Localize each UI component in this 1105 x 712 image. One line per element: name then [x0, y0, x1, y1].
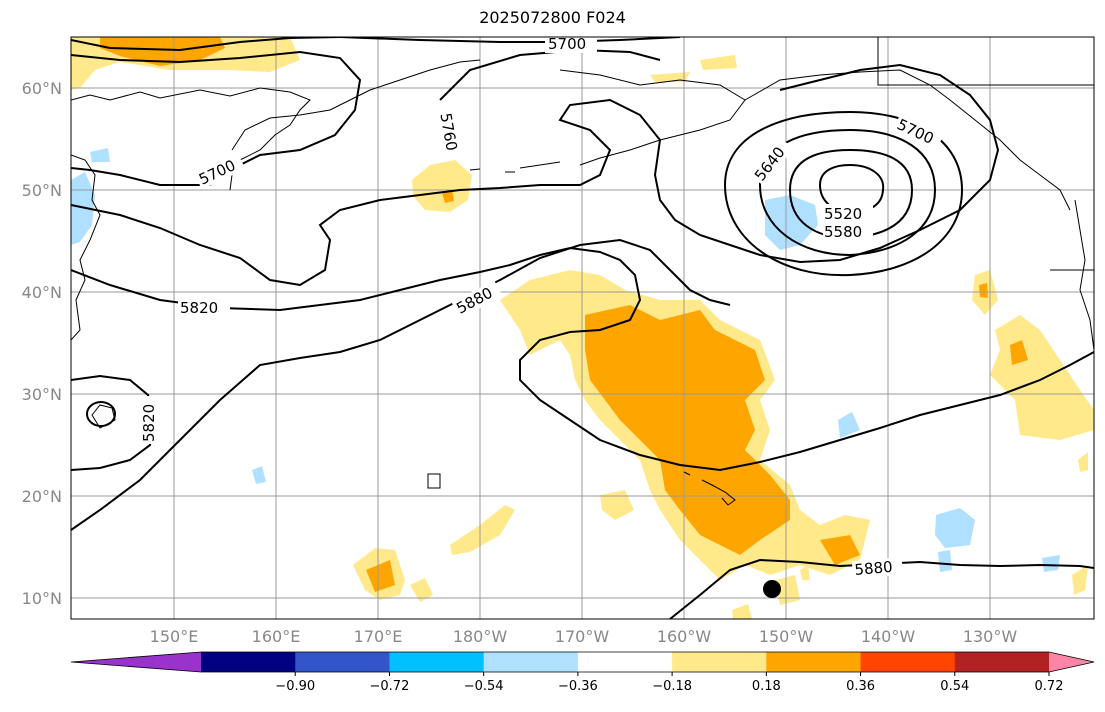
positive-anomaly-area — [700, 55, 737, 70]
negative-anomaly-area — [765, 195, 818, 250]
lat-label: 60°N — [22, 79, 62, 98]
colorbar-box — [389, 652, 485, 672]
positive-anomaly-area — [1072, 565, 1088, 595]
lon-label: 160°W — [657, 627, 712, 646]
lat-label: 10°N — [22, 589, 62, 608]
lon-label: 150°E — [150, 627, 199, 646]
lon-label: 150°W — [759, 627, 814, 646]
map-frame — [70, 36, 1095, 620]
lon-label: 180°W — [453, 627, 508, 646]
anomaly-shading — [71, 37, 1094, 619]
lon-label: 140°W — [861, 627, 916, 646]
lon-label: 170°E — [354, 627, 403, 646]
colorbar-tick-label: −0.90 — [275, 679, 315, 694]
contour-label: 5700 — [548, 35, 586, 53]
colorbar-tick-label: 0.54 — [940, 679, 969, 694]
contour-label: 5820 — [140, 404, 158, 442]
lon-label: 130°W — [963, 627, 1018, 646]
positive-anomaly-area — [410, 578, 433, 602]
colorbar-box — [860, 652, 956, 672]
contour-labels: 5700 5760 5700 5820 5880 5820 5640 — [140, 35, 944, 580]
contour-5820-closed — [86, 401, 116, 427]
negative-anomaly-area — [838, 412, 860, 438]
height-contours — [71, 37, 1094, 619]
colorbar: −0.90 −0.72 −0.54 −0.36 −0.18 0.18 0.36 0.54 0.7… — [70, 651, 1095, 694]
contour-5700-ring — [723, 110, 964, 277]
contour-5700-top — [339, 37, 681, 43]
contour-label: 5520 — [824, 205, 862, 223]
contour-5640-ring — [758, 128, 937, 257]
positive-anomaly-area — [800, 565, 810, 580]
lon-label: 170°W — [555, 627, 610, 646]
lat-label: 30°N — [22, 385, 62, 404]
colorbar-box — [766, 652, 862, 672]
contour-5820-mid — [71, 246, 1094, 472]
lat-label: 40°N — [22, 283, 62, 302]
strong-positive-anomaly-area — [1010, 340, 1028, 365]
contour-5760 — [71, 50, 362, 186]
colorbar-tick-label: −0.36 — [558, 679, 598, 694]
colorbar-tick-label: −0.72 — [370, 679, 410, 694]
contour-label: 5580 — [824, 223, 862, 241]
positive-anomaly-area — [732, 604, 752, 619]
longitude-labels: 150°E 160°E 170°E 180°W 170°W 160°W 150°… — [150, 627, 1018, 646]
contour-label: 5820 — [180, 299, 218, 317]
negative-anomaly-area — [252, 466, 266, 484]
contour-5880 — [71, 238, 731, 531]
colorbar-tick-label: 0.72 — [1035, 679, 1064, 694]
colorbar-tick-label: −0.18 — [652, 679, 692, 694]
negative-anomaly-area — [90, 148, 110, 162]
negative-anomaly-area — [1042, 555, 1060, 572]
colorbar-outline — [70, 651, 1095, 673]
colorbar-extend-high — [1049, 652, 1094, 672]
colorbar-box — [201, 652, 296, 672]
colorbar-box — [483, 652, 579, 672]
strong-positive-anomaly-area — [585, 305, 790, 555]
colorbar-box — [672, 652, 767, 672]
contour-5700-north — [71, 37, 341, 52]
colorbar-tick-label: 0.18 — [752, 679, 781, 694]
positive-anomaly-area — [600, 490, 634, 520]
strong-positive-anomaly-area — [979, 283, 988, 298]
contour-5820-north — [71, 63, 1000, 287]
lon-label: 160°E — [252, 627, 301, 646]
latitude-labels: 60°N 50°N 40°N 30°N 20°N 10°N — [22, 79, 62, 608]
map-title: 2025072800 F024 — [479, 8, 626, 27]
location-marker — [763, 580, 781, 598]
colorbar-tick-label: −0.54 — [464, 679, 504, 694]
graticule — [71, 37, 1094, 619]
positive-anomaly-area — [450, 505, 515, 555]
contour-5580-ring — [788, 148, 914, 240]
strong-positive-anomaly-area — [442, 190, 454, 203]
contour-label: 5880 — [854, 558, 894, 579]
colorbar-box — [295, 652, 390, 672]
strong-positive-anomaly-area — [100, 37, 225, 66]
positive-anomaly-area — [1078, 452, 1088, 472]
strong-positive-anomaly-area — [820, 535, 860, 565]
negative-anomaly-area — [938, 550, 952, 572]
lat-label: 20°N — [22, 487, 62, 506]
colorbar-extend-low — [71, 652, 201, 672]
positive-anomaly-area — [412, 160, 472, 212]
lat-label: 50°N — [22, 181, 62, 200]
colorbar-box — [954, 652, 1050, 672]
negative-anomaly-area — [935, 508, 975, 548]
strong-positive-anomaly-area — [366, 560, 395, 592]
colorbar-tick-label: 0.36 — [846, 679, 875, 694]
colorbar-box — [577, 652, 673, 672]
map-panel: 5700 5760 5700 5820 5880 5820 5640 — [71, 35, 1094, 619]
